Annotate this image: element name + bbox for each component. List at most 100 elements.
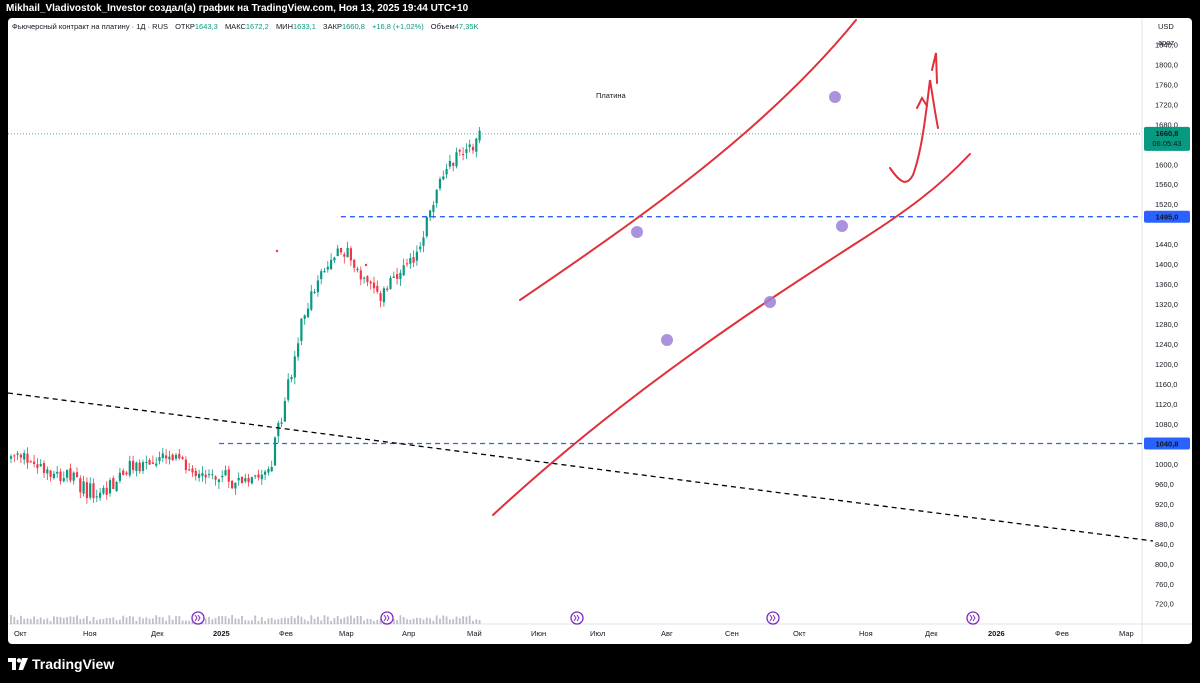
volume-bar	[188, 620, 191, 624]
candle-body	[273, 437, 277, 466]
volume-bar	[244, 620, 247, 624]
pivot-marker	[764, 296, 776, 308]
event-marker-icon[interactable]	[766, 611, 780, 625]
volume-bar	[185, 620, 187, 624]
legend-open-label: ОТКР	[175, 22, 195, 31]
volume-bar	[72, 616, 75, 624]
price-tick-label: 1720,0	[1155, 100, 1178, 109]
legend-volume-label: Объем	[430, 22, 455, 31]
volume-bar	[376, 620, 379, 624]
volume-bar	[452, 619, 455, 624]
candle-body	[300, 318, 303, 341]
candle-body	[36, 464, 39, 468]
candle-body	[108, 480, 112, 494]
candle-body	[16, 453, 19, 455]
price-tick-label: 880,0	[1155, 520, 1174, 529]
candle-body	[184, 459, 187, 470]
candle-body	[379, 293, 382, 301]
volume-bar	[66, 617, 68, 624]
footer-bar: TradingView	[0, 644, 1200, 683]
volume-bar	[409, 619, 412, 624]
event-marker-icon[interactable]	[570, 611, 584, 625]
price-tick-label: 1840,0	[1155, 40, 1178, 49]
stray-dot	[275, 249, 279, 253]
candle-body	[425, 217, 428, 237]
price-tick-label: 1600,0	[1155, 160, 1178, 169]
volume-bar	[152, 618, 154, 624]
candle-body	[158, 457, 161, 462]
candle-body	[115, 481, 118, 492]
volume-bar	[396, 619, 398, 624]
volume-bar	[320, 620, 323, 624]
volume-bar	[343, 617, 346, 624]
volume-bar	[326, 616, 329, 624]
volume-bar	[95, 620, 98, 624]
volume-bar	[168, 615, 171, 624]
pivot-marker	[829, 91, 841, 103]
candle-body	[448, 160, 451, 167]
volume-bar	[363, 620, 365, 624]
volume-bar	[287, 618, 290, 624]
legend-symbol[interactable]: Фьючерсный контракт на платину · 1Д · RU…	[12, 22, 168, 31]
volume-bar	[178, 616, 181, 624]
price-tick-label: 960,0	[1155, 480, 1174, 489]
volume-bar	[142, 618, 144, 624]
candle-body	[339, 248, 343, 253]
candle-body	[135, 462, 138, 472]
event-marker-icon[interactable]	[966, 611, 980, 625]
candle-body	[168, 456, 171, 460]
volume-bar	[122, 615, 125, 624]
candle-body	[452, 162, 455, 166]
level-price-label: 1495,0	[1156, 213, 1179, 222]
volume-bar	[270, 617, 273, 624]
time-axis-label: Авг	[661, 629, 673, 638]
legend-volume: 47,35K	[454, 22, 479, 31]
volume-bar	[475, 619, 478, 624]
candle-body	[132, 460, 135, 470]
volume-bar	[392, 619, 395, 624]
candle-body	[178, 453, 181, 459]
volume-bar	[406, 619, 408, 624]
tradingview-logo[interactable]: TradingView	[8, 656, 114, 672]
candle-body	[26, 453, 29, 463]
candle-body	[95, 496, 98, 498]
price-tick-label: 1240,0	[1155, 340, 1178, 349]
stray-dot	[364, 263, 368, 267]
volume-bar	[472, 620, 474, 624]
candle-body	[171, 454, 174, 461]
attribution-text: Mikhail_Vladivostok_Investor создал(а) г…	[6, 3, 469, 14]
candle-body	[194, 470, 197, 477]
candle-body	[376, 285, 379, 292]
candle-body	[432, 204, 435, 212]
candle-body	[369, 281, 372, 284]
candle-body	[49, 470, 52, 477]
volume-bar	[86, 616, 88, 624]
volume-bar	[214, 618, 217, 624]
event-marker-icon[interactable]	[191, 611, 205, 625]
candle-body	[92, 483, 95, 499]
volume-bar	[155, 615, 158, 624]
candle-body	[471, 146, 475, 151]
chart-area[interactable]: USD apoz 1840,0 1800,0 1760,0 1720,0 1680,0 160…	[8, 18, 1192, 644]
event-marker-icon[interactable]	[380, 611, 394, 625]
volume-bar	[109, 618, 111, 624]
time-axis-label: 2026	[988, 629, 1005, 638]
candle-body	[386, 288, 389, 291]
price-tick-label: 800,0	[1155, 560, 1174, 569]
volume-bar	[20, 615, 22, 624]
legend-close-label: ЗАКР	[323, 22, 342, 31]
candle-body	[161, 453, 164, 459]
candle-body	[102, 488, 105, 494]
candle-body	[422, 237, 425, 246]
candle-body	[458, 150, 461, 152]
time-axis-label: Фев	[279, 629, 293, 638]
volume-bar	[26, 618, 29, 624]
legend-open: 1643,3	[194, 22, 218, 31]
volume-bar	[115, 620, 118, 624]
volume-bar	[234, 618, 237, 624]
volume-bar	[264, 620, 266, 624]
time-axis-label: 2025	[213, 629, 230, 638]
volume-bar	[280, 618, 283, 624]
price-tick-label: 1560,0	[1155, 180, 1178, 189]
